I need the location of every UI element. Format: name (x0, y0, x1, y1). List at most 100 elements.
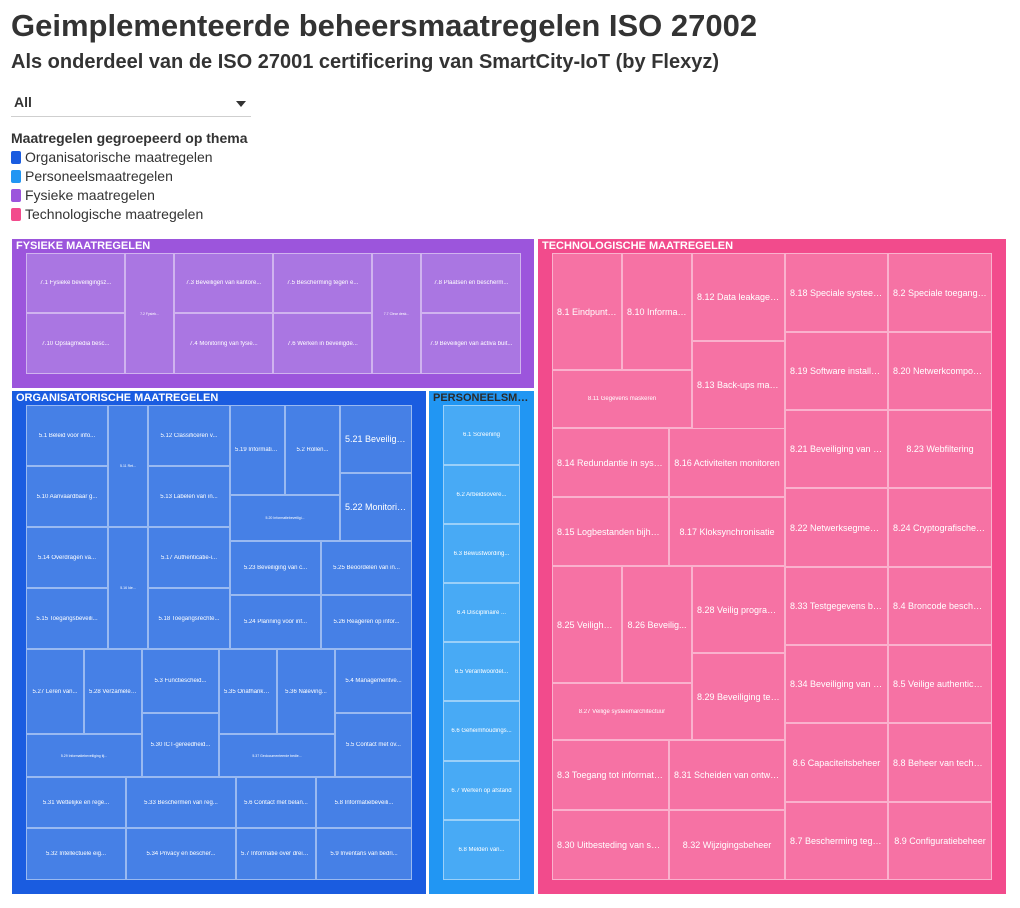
treemap-tile[interactable]: 8.19 Software installeren... (785, 332, 888, 410)
treemap-tile[interactable]: 7.9 Beveiligen van activa buit... (421, 313, 521, 374)
treemap-tile[interactable]: 8.24 Cryptografische bevei... (888, 488, 992, 567)
legend-label: Technologische maatregelen (25, 206, 204, 222)
treemap-tile[interactable]: 8.15 Logbestanden bijhouden (552, 497, 669, 566)
chevron-down-icon[interactable] (236, 101, 246, 107)
treemap-tile[interactable]: 8.7 Bescherming tegen m... (785, 802, 888, 880)
treemap-tile[interactable]: 5.34 Privacy en bescher... (126, 828, 236, 880)
treemap-tile[interactable]: 6.6 Geheimhoudings... (443, 701, 520, 761)
treemap-tile[interactable]: 7.3 Beveiligen van kantore... (174, 253, 273, 313)
treemap-tile[interactable]: 5.22 Monitoring... (340, 473, 412, 541)
treemap-tile[interactable]: 8.22 Netwerksegmentatie... (785, 488, 888, 567)
treemap-tile[interactable]: 5.31 Wettelijke en rege... (26, 777, 126, 828)
treemap-tile[interactable]: 5.10 Aanvaardbaar g... (26, 466, 108, 527)
treemap-tile[interactable]: 5.23 Beveiliging van c... (230, 541, 321, 595)
treemap-tile[interactable]: 6.3 Bewustwording... (443, 524, 520, 583)
treemap-tile[interactable]: 8.25 Veiligheid... (552, 566, 622, 683)
treemap-tile[interactable]: 5.20 Informatiebeveiligi... (230, 495, 340, 541)
treemap-tile[interactable]: 5.7 Informatie over dreiging (236, 828, 316, 880)
treemap-tile[interactable]: 8.27 Veilige systeemarchitectuur (552, 683, 692, 740)
treemap-tile[interactable]: 5.21 Beveiliging i... (340, 405, 412, 473)
treemap-tile[interactable]: 5.26 Reageren op infor... (321, 595, 412, 649)
treemap-tile[interactable]: 5.28 Verzamelen... (84, 649, 142, 734)
treemap-tile[interactable]: 5.14 Overdragen va... (26, 527, 108, 588)
legend-item-personeel[interactable]: Personeelsmaatregelen (11, 168, 248, 187)
treemap-tile[interactable]: 5.13 Labelen van in... (148, 466, 230, 527)
treemap-tile[interactable]: 8.12 Data leakage prev... (692, 253, 785, 341)
treemap-tile[interactable]: 8.11 Gegevens maskeren (552, 370, 692, 428)
treemap-tile[interactable]: 5.9 Inventaris van bedri... (316, 828, 412, 880)
treemap-tile[interactable]: 6.2 Arbeidsovere... (443, 465, 520, 524)
treemap-tile[interactable]: 8.4 Broncode beschermen (888, 567, 992, 645)
treemap-tile[interactable]: 5.19 Informatiebev... (230, 405, 285, 495)
treemap-tile[interactable]: 8.33 Testgegevens besch... (785, 567, 888, 645)
treemap-tile[interactable]: 8.5 Veilige authenticatie (888, 645, 992, 723)
treemap-tile[interactable]: 8.3 Toegang tot informatie be... (552, 740, 669, 810)
treemap-tile[interactable]: 6.4 Disciplinaire ... (443, 583, 520, 642)
treemap-tile[interactable]: 5.32 Intellectuele eig... (26, 828, 126, 880)
treemap-tile[interactable]: 8.9 Configuratiebeheer (888, 802, 992, 880)
legend-item-technologisch[interactable]: Technologische maatregelen (11, 206, 248, 225)
treemap-tile[interactable]: 5.35 Onafhankelijke... (219, 649, 277, 734)
treemap-tile[interactable]: 5.6 Contact met belan... (236, 777, 316, 828)
treemap-tile[interactable]: 8.10 Informatie v... (622, 253, 692, 370)
treemap-tile[interactable]: 5.5 Contact met ov... (335, 713, 412, 777)
treemap-tile[interactable]: 8.29 Beveiliging testen... (692, 653, 785, 740)
treemap-tile[interactable]: 7.7 Clear desk... (372, 253, 421, 374)
treemap-tile[interactable]: 8.17 Kloksynchronisatie (669, 497, 785, 566)
treemap-tile[interactable]: 8.34 Beveiliging van audits... (785, 645, 888, 723)
treemap-tile[interactable]: 5.15 Toegangsbeveili... (26, 588, 108, 649)
treemap-tile[interactable]: 8.23 Webfiltering (888, 410, 992, 488)
treemap-tile[interactable]: 5.29 Informatiebeveiliging tij... (26, 734, 142, 777)
theme-filter-dropdown[interactable]: All (11, 92, 251, 117)
treemap-tile[interactable]: 5.37 Gedocumenteerde bedie... (219, 734, 335, 777)
treemap-tile[interactable]: 7.5 Bescherming tegen e... (273, 253, 372, 313)
treemap-tile[interactable]: 7.8 Plaatsen en bescherm... (421, 253, 521, 313)
treemap-tile[interactable]: 5.8 Informatiebeveili... (316, 777, 412, 828)
treemap-tile[interactable]: 8.6 Capaciteitsbeheer (785, 723, 888, 802)
treemap-tile[interactable]: 8.2 Speciale toegangsrec... (888, 253, 992, 332)
treemap-tile[interactable]: 5.30 ICT-gereedheid... (142, 713, 219, 777)
legend-item-fysiek[interactable]: Fysieke maatregelen (11, 187, 248, 206)
treemap-tile[interactable]: 8.20 Netwerkcomponenten... (888, 332, 992, 410)
treemap-tile-label: 8.22 Netwerksegmentatie... (790, 522, 887, 533)
treemap-tile[interactable]: 6.8 Melden van... (443, 820, 520, 880)
treemap-tile[interactable]: 8.32 Wijzigingsbeheer (669, 810, 785, 880)
treemap-tile[interactable]: 7.10 Opslagmedia besc... (26, 313, 125, 374)
treemap-tile[interactable]: 5.4 Managementve... (335, 649, 412, 713)
treemap-tile[interactable]: 5.17 Authenticatie-i... (148, 527, 230, 588)
treemap-tile[interactable]: 8.8 Beheer van technis... (888, 723, 992, 802)
treemap-tile[interactable]: 5.12 Classificeren v... (148, 405, 230, 466)
treemap-tile[interactable]: 8.13 Back-ups maken en... (692, 341, 785, 429)
treemap-tile[interactable]: 6.5 Verantwoordel... (443, 642, 520, 701)
treemap-tile[interactable]: 6.1 Screening (443, 405, 520, 465)
treemap-tile[interactable]: 8.26 Beveilig... (622, 566, 692, 683)
treemap-tile[interactable]: 5.2 Rollen... (285, 405, 340, 495)
treemap-tile[interactable]: 8.30 Uitbesteding van systee... (552, 810, 669, 880)
treemap-tile[interactable]: 7.2 Fysiek... (125, 253, 174, 374)
treemap-tile[interactable]: 8.18 Speciale systeemhul... (785, 253, 888, 332)
treemap-tile-label: 8.17 Kloksynchronisatie (679, 526, 775, 537)
treemap-tile[interactable]: 7.1 Fysieke beveiligingsz... (26, 253, 125, 313)
treemap-tile[interactable]: 5.1 Beleid voor info... (26, 405, 108, 466)
treemap-tile[interactable]: 5.25 Beoordelen van in... (321, 541, 412, 595)
treemap-tile[interactable]: 5.18 Toegangsrechte... (148, 588, 230, 649)
treemap-tile[interactable]: 8.21 Beveiliging van netw... (785, 410, 888, 488)
treemap-tile[interactable]: 8.28 Veilig programme... (692, 566, 785, 653)
treemap-tile[interactable]: 5.24 Planning voor inf... (230, 595, 321, 649)
treemap-tile[interactable]: 8.16 Activiteiten monitoren (669, 428, 785, 497)
treemap-tile[interactable]: 5.16 Ide... (108, 527, 148, 649)
treemap-tile[interactable]: 8.14 Redundantie in systemen (552, 428, 669, 497)
treemap-tile[interactable]: 8.1 Eindpuntapp... (552, 253, 622, 370)
legend-item-organisatorisch[interactable]: Organisatorische maatregelen (11, 149, 248, 168)
treemap-tile[interactable]: 5.27 Leren van... (26, 649, 84, 734)
treemap-tile[interactable]: 6.7 Werken op afstand (443, 761, 520, 820)
theme-filter-value: All (14, 94, 32, 110)
treemap-tile[interactable]: 5.11 Ret... (108, 405, 148, 527)
treemap-tile-label: 8.34 Beveiliging van audits... (790, 679, 887, 689)
treemap-tile[interactable]: 5.36 Naleving... (277, 649, 335, 734)
treemap-tile[interactable]: 5.3 Functiescheid... (142, 649, 219, 713)
treemap-tile[interactable]: 5.33 Beschermen van reg... (126, 777, 236, 828)
treemap-tile[interactable]: 7.4 Monitoring van fysie... (174, 313, 273, 374)
treemap-tile[interactable]: 8.31 Scheiden van ontwikkel... (669, 740, 785, 810)
treemap-tile[interactable]: 7.6 Werken in beveiligde... (273, 313, 372, 374)
